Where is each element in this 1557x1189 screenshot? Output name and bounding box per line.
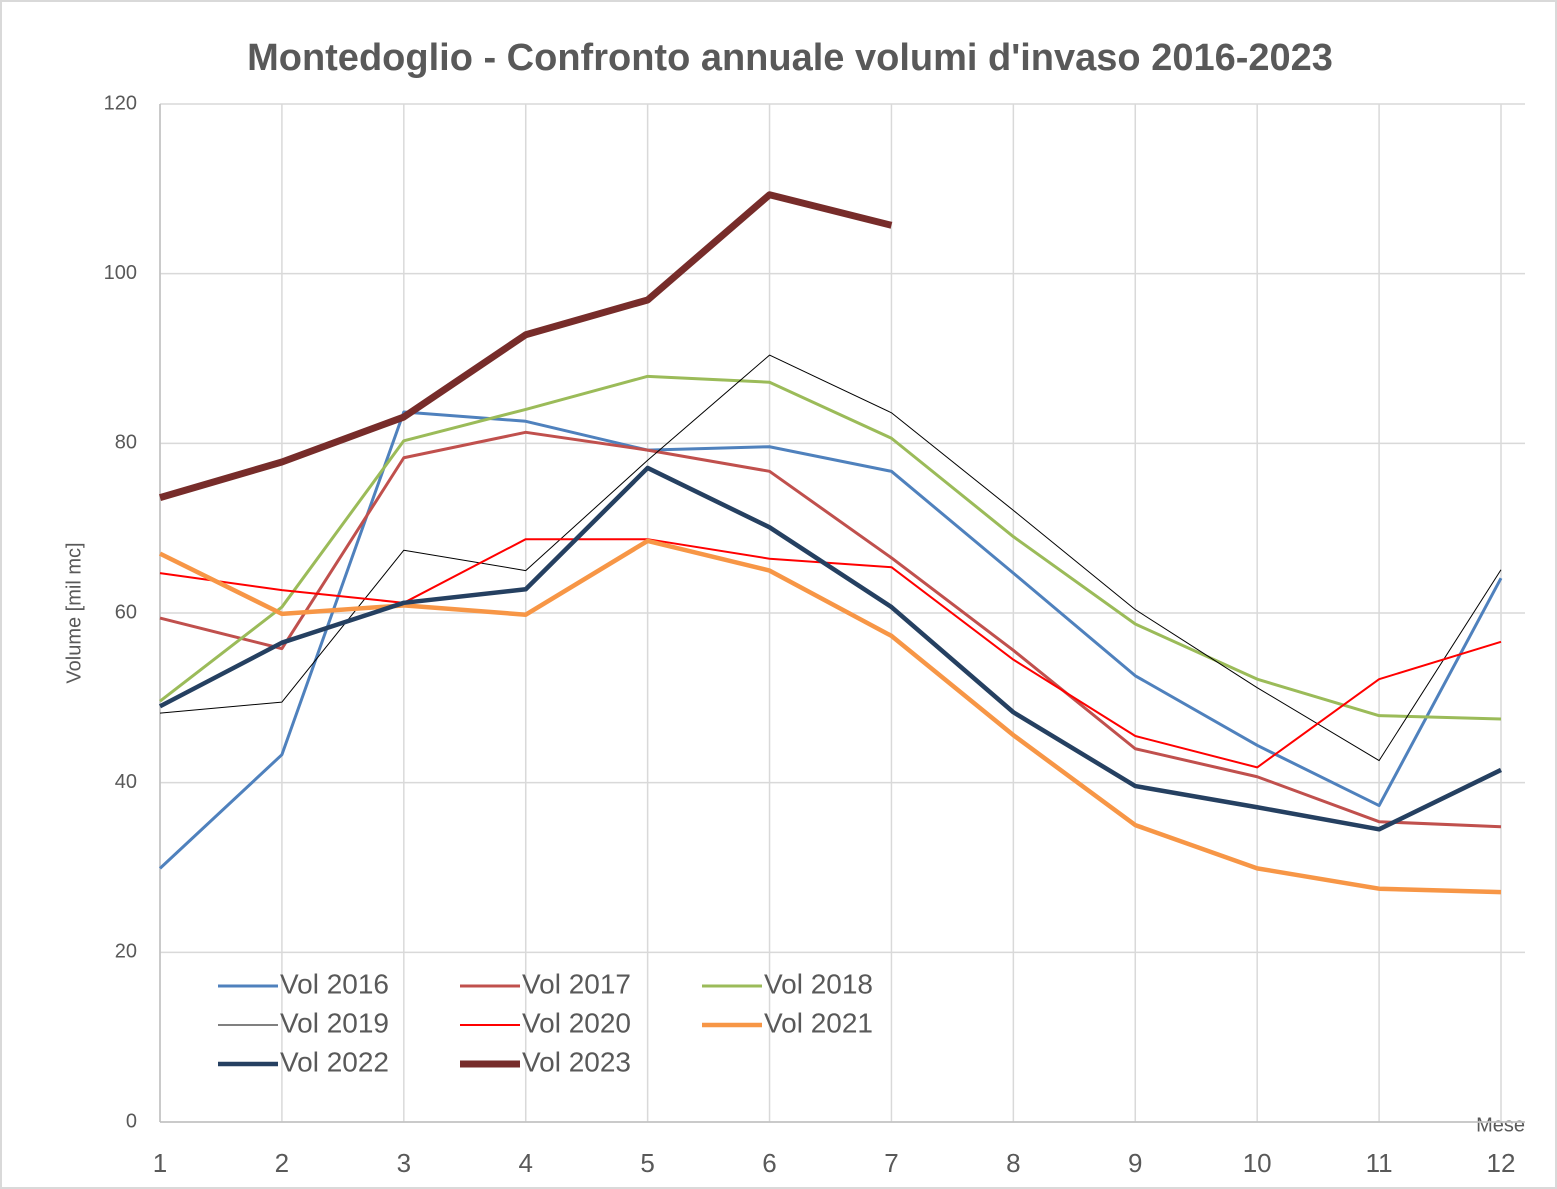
series-line	[159, 354, 1502, 762]
series-line	[159, 374, 1502, 721]
series-line	[159, 430, 1502, 829]
x-tick-label: 7	[884, 1148, 898, 1178]
x-tick-label: 11	[1366, 1148, 1393, 1178]
x-tick-label: 1	[153, 1148, 167, 1178]
x-tick-label: 4	[518, 1148, 532, 1178]
series-line	[158, 465, 1502, 832]
x-tick-label: 9	[1128, 1148, 1142, 1178]
y-tick-label: 100	[104, 262, 137, 284]
series-line	[159, 538, 1502, 895]
y-axis-label: Volume [mil mc]	[63, 542, 85, 683]
chart-title: Montedoglio - Confronto annuale volumi d…	[247, 37, 1333, 79]
legend-label: Vol 2021	[764, 1007, 873, 1038]
legend-label: Vol 2023	[522, 1046, 631, 1077]
x-tick-label: 3	[397, 1148, 411, 1178]
y-tick-label: 80	[115, 432, 137, 454]
x-tick-label: 8	[1006, 1148, 1020, 1178]
y-tick-label: 60	[115, 601, 137, 623]
x-tick-label: 2	[275, 1148, 289, 1178]
x-tick-label: 5	[640, 1148, 654, 1178]
legend-label: Vol 2019	[280, 1007, 389, 1038]
legend-label: Vol 2018	[764, 968, 873, 999]
y-tick-label: 0	[126, 1110, 137, 1132]
legend-label: Vol 2020	[522, 1007, 631, 1038]
series-line	[159, 538, 1502, 769]
legend-label: Vol 2017	[522, 968, 631, 999]
x-tick-label: 10	[1243, 1148, 1272, 1178]
series-line	[159, 191, 893, 501]
x-axis-label: Mese	[1476, 1114, 1525, 1136]
x-tick-label: 6	[762, 1148, 776, 1178]
y-tick-label: 120	[104, 92, 137, 114]
x-tick-label: 12	[1487, 1148, 1516, 1178]
y-tick-label: 40	[115, 771, 137, 793]
legend-label: Vol 2022	[280, 1046, 389, 1077]
legend-label: Vol 2016	[280, 968, 389, 999]
y-tick-label: 20	[115, 941, 137, 963]
